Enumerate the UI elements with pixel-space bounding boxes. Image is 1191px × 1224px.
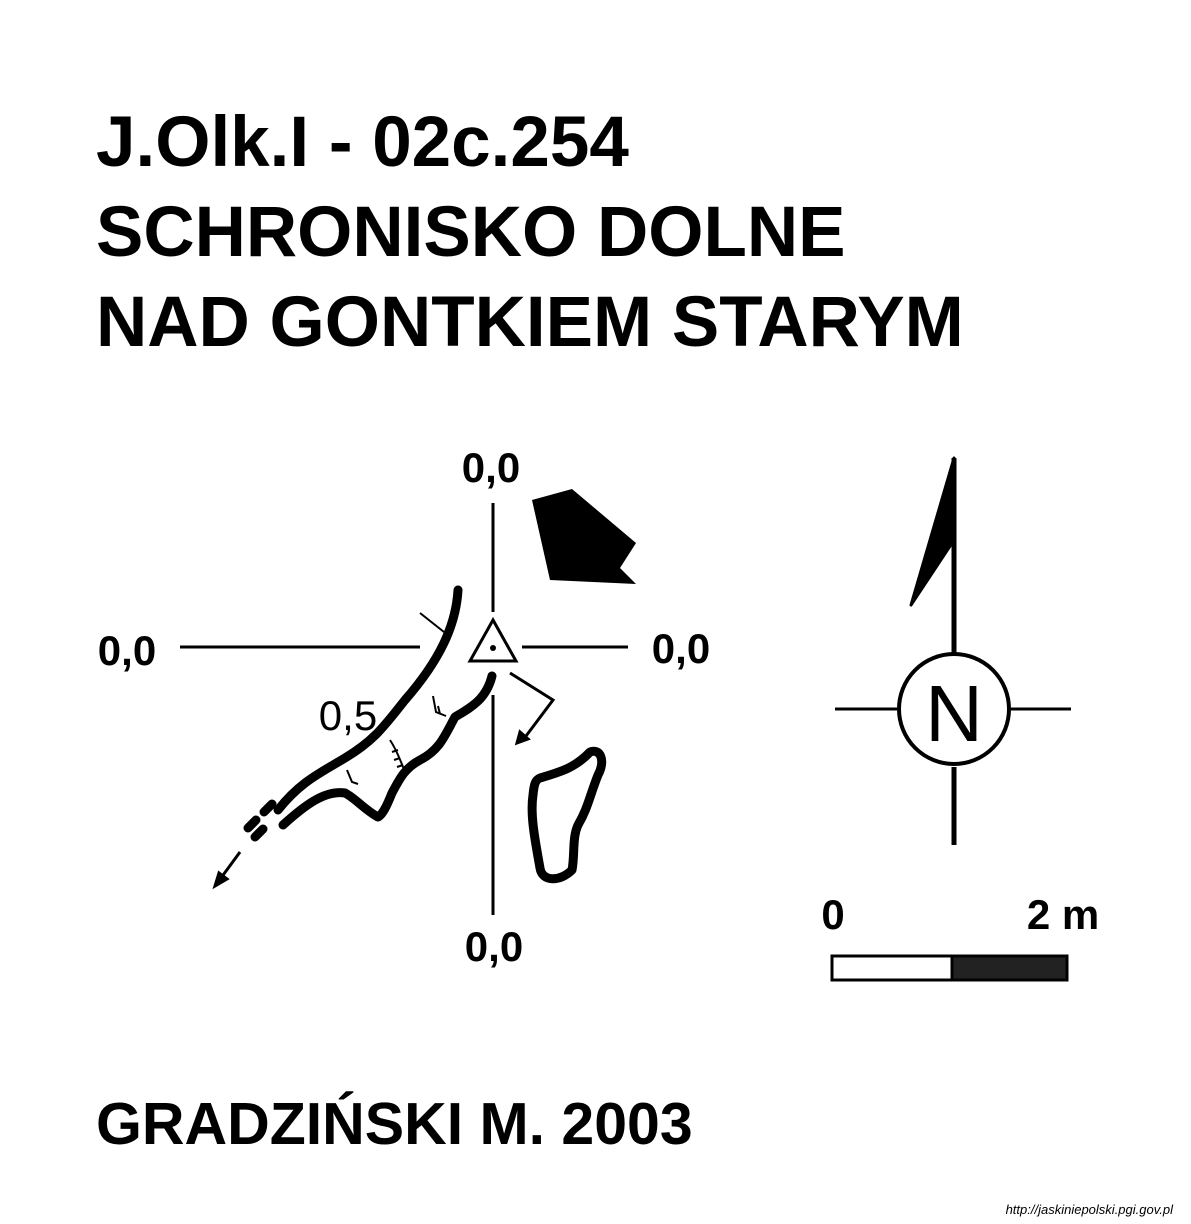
scale-start-label: 0 <box>821 891 844 938</box>
scale-bar <box>830 954 1069 982</box>
title-name-line-1: SCHRONISKO DOLNE <box>96 193 846 272</box>
entrance-tick <box>419 612 445 633</box>
cave-passage <box>243 585 607 884</box>
level-label-top: 0,0 <box>462 444 520 491</box>
level-label-bottom: 0,0 <box>465 923 523 970</box>
reference-cross <box>180 503 628 915</box>
north-letter: N <box>925 669 983 758</box>
passage-depth-label: 0,5 <box>319 692 377 739</box>
title-code: J.Olk.I - 02c.254 <box>96 103 629 182</box>
scale-bar-black-segment <box>950 954 1069 982</box>
passage-dash-3 <box>250 824 268 842</box>
passage-wall-lower <box>278 671 497 830</box>
entrance-arrow-icon <box>532 489 636 584</box>
passage-dash-2 <box>243 815 261 833</box>
boulder-outline <box>527 746 607 884</box>
source-url[interactable]: http://jaskiniepolski.pgi.gov.pl <box>1005 1202 1173 1217</box>
triangle-datum-icon <box>467 616 519 663</box>
passage-dash-1 <box>259 799 277 817</box>
north-arrow-icon <box>835 456 1071 845</box>
step-hatching <box>389 612 445 773</box>
slope-arrows <box>346 695 447 785</box>
continuation-arrow-icon <box>212 851 242 890</box>
level-label-right: 0,0 <box>652 625 710 672</box>
scale-end-label: 2 m <box>1027 891 1099 938</box>
descent-arrow-icon <box>509 671 556 746</box>
scale-bar-white-segment <box>830 954 954 982</box>
author-credit: GRADZIŃSKI M. 2003 <box>96 1091 693 1157</box>
level-label-left: 0,0 <box>98 627 156 674</box>
passage-wall-upper <box>273 585 463 815</box>
title-name-line-2: NAD GONTKIEM STARYM <box>96 283 964 362</box>
